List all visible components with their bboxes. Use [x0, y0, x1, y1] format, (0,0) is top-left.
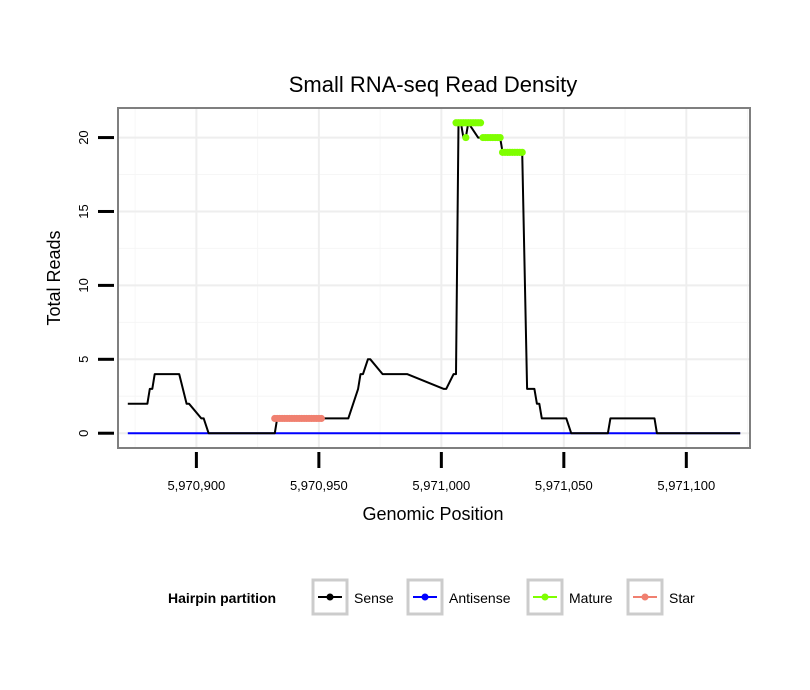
- series-layer: [127, 119, 741, 435]
- y-tick-label: 5: [76, 356, 91, 363]
- series-sense: [127, 121, 741, 435]
- legend-items: Sense Antisense Mature Star: [311, 578, 695, 616]
- plot-border: [117, 107, 751, 449]
- legend-label: Star: [669, 590, 695, 606]
- line-sense: [127, 121, 741, 435]
- y-tick-label: 20: [76, 130, 91, 144]
- legend-item-mature: Mature: [526, 578, 613, 616]
- plot-panel: [118, 108, 750, 448]
- grid-minor: [118, 108, 750, 448]
- y-tick-label: 0: [76, 430, 91, 437]
- y-tick-label: 10: [76, 278, 91, 292]
- x-axis-title: Genomic Position: [362, 504, 503, 524]
- x-axis: 5,970,900 5,970,950 5,971,000 5,971,050 5,97…: [167, 452, 715, 493]
- y-axis: 0 5 10 15 20: [76, 130, 114, 437]
- legend-item-sense: Sense: [311, 578, 394, 616]
- legend-key-point: [421, 593, 429, 601]
- legend-title: Hairpin partition: [168, 590, 276, 606]
- point-mature: [462, 133, 470, 142]
- point-star: [317, 414, 325, 423]
- plot-area: [117, 107, 751, 449]
- x-tick-label: 5,971,050: [535, 478, 593, 493]
- point-mature: [496, 133, 504, 142]
- legend-item-star: Star: [626, 578, 695, 616]
- series-star: [271, 414, 325, 423]
- legend-item-antisense: Antisense: [406, 578, 511, 616]
- legend-key-point: [641, 593, 649, 601]
- y-axis-title: Total Reads: [44, 230, 64, 325]
- legend-label: Sense: [354, 590, 394, 606]
- x-tick-label: 5,970,950: [290, 478, 348, 493]
- legend-label: Mature: [569, 590, 613, 606]
- legend-key-point: [326, 593, 334, 601]
- x-tick-label: 5,970,900: [167, 478, 225, 493]
- legend-key-point: [541, 593, 549, 601]
- legend-label: Antisense: [449, 590, 511, 606]
- x-tick-label: 5,971,000: [412, 478, 470, 493]
- legend: Hairpin partition Sense Antisense Mature St…: [168, 578, 695, 616]
- x-tick-label: 5,971,100: [657, 478, 715, 493]
- y-tick-label: 15: [76, 204, 91, 218]
- chart-title: Small RNA-seq Read Density: [289, 72, 578, 97]
- point-mature: [518, 148, 526, 156]
- point-mature: [476, 119, 485, 127]
- series-mature: [452, 119, 526, 156]
